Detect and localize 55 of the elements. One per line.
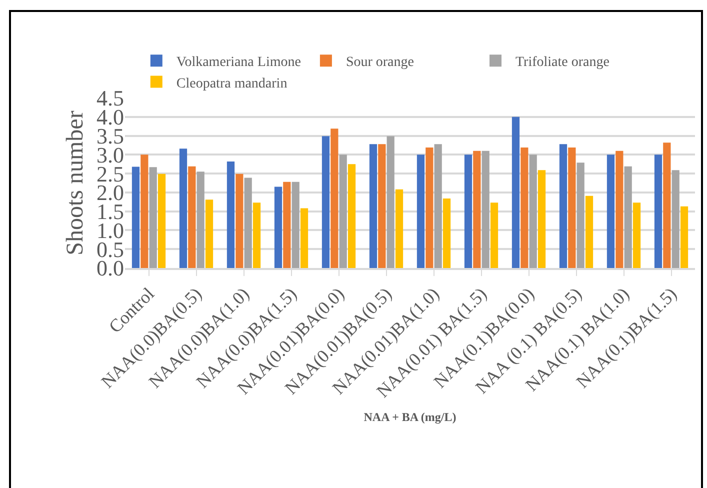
- bar: [188, 166, 196, 268]
- bar: [369, 144, 378, 268]
- bar: [300, 208, 308, 268]
- bar: [226, 161, 235, 268]
- legend-label: Cleopatra mandarin: [176, 76, 288, 92]
- bar: [672, 170, 680, 268]
- y-tick-label: 1.5: [96, 199, 124, 224]
- bar: [606, 154, 615, 268]
- bar: [283, 182, 291, 268]
- bar: [632, 202, 641, 268]
- bar: [386, 136, 394, 268]
- bar: [559, 144, 568, 268]
- bar: [654, 154, 662, 268]
- bar: [322, 136, 330, 268]
- bar: [576, 162, 584, 268]
- bar: [529, 154, 537, 268]
- legend-label: Volkameriana Limone: [176, 55, 301, 70]
- bar: [624, 166, 632, 268]
- bar: [434, 144, 442, 268]
- bar: [158, 174, 166, 268]
- bar: [680, 206, 688, 268]
- bar: [330, 128, 338, 268]
- bar: [274, 186, 282, 268]
- bar: [378, 144, 386, 268]
- bar: [512, 116, 520, 268]
- x-axis-title: NAA + BA (mg/L): [364, 410, 456, 424]
- bar: [395, 189, 404, 268]
- bar: [663, 142, 671, 268]
- bar: [348, 164, 356, 268]
- bar: [252, 202, 261, 268]
- bar: [149, 167, 157, 268]
- legend-label: Sour orange: [346, 55, 414, 70]
- bar: [416, 154, 425, 268]
- bar: [132, 166, 140, 268]
- bar: [473, 150, 481, 268]
- bar: [179, 148, 188, 268]
- bar: [585, 196, 594, 268]
- legend-label: Trifoliate orange: [515, 55, 610, 70]
- bar: [292, 182, 300, 268]
- bar: [442, 198, 451, 268]
- bar: [520, 147, 528, 268]
- bar: [464, 154, 472, 268]
- y-axis-title: Shoots number: [62, 110, 89, 256]
- bar: [236, 174, 244, 268]
- bar: [490, 202, 498, 268]
- bar: [205, 200, 214, 268]
- bar: [538, 170, 546, 268]
- bar: [426, 147, 434, 268]
- bar: [244, 178, 252, 268]
- bar: [482, 150, 490, 268]
- bar: [339, 154, 347, 268]
- bar: [568, 147, 576, 268]
- bar: [616, 150, 624, 268]
- bar: [140, 154, 148, 268]
- bar: [196, 172, 204, 268]
